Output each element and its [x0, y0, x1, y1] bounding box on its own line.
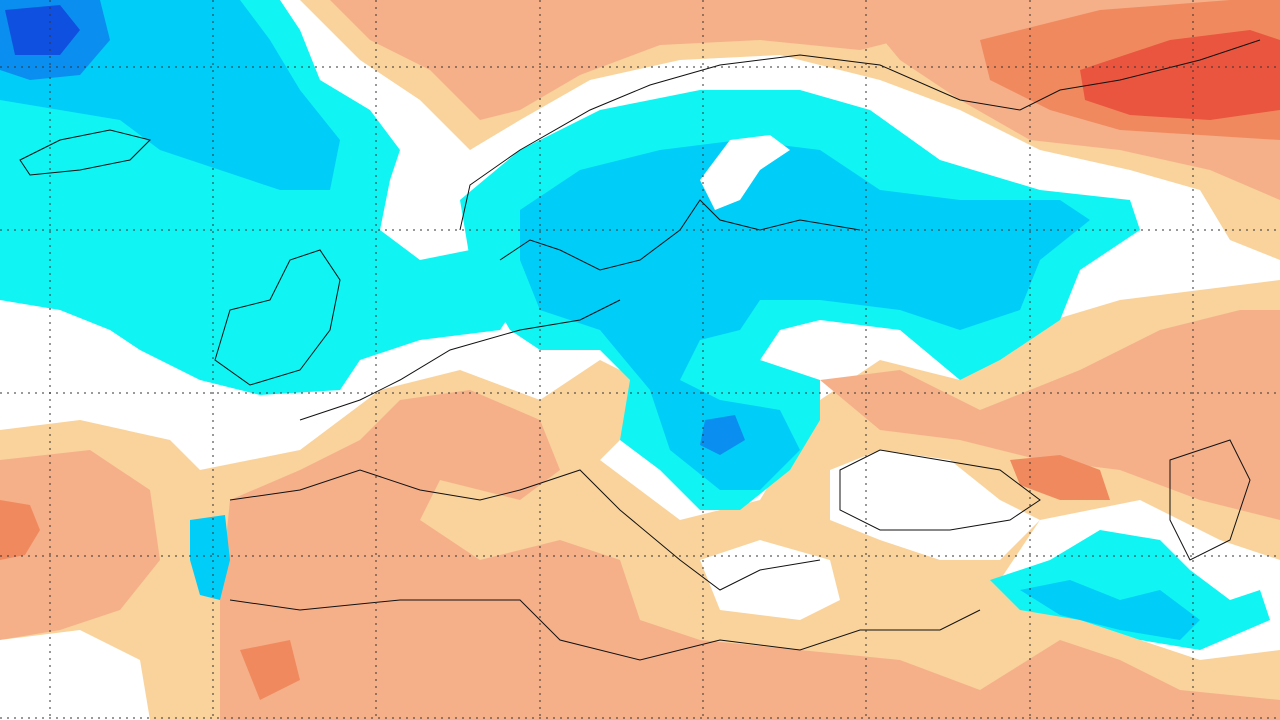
cold-patch-iberia [190, 515, 230, 600]
cold-region-north-atlantic-deepest [5, 5, 80, 55]
cold-patch-balkans [700, 415, 745, 455]
coastline [214, 249, 341, 386]
hot-region-south [240, 640, 300, 700]
neutral-patch [0, 630, 150, 720]
colder-region-europe [520, 140, 1090, 490]
hot-region-caucasus [1010, 455, 1110, 500]
neutral-patch [830, 450, 1040, 560]
very-hot-region-northeast [1080, 30, 1280, 120]
warm-region-north-mid [330, 0, 900, 120]
coastline [19, 129, 151, 176]
warm-region-south-mid [220, 390, 1280, 720]
coastline [1169, 439, 1251, 561]
warm-region-east [820, 310, 1280, 520]
neutral-patch-scandinavia [700, 135, 790, 210]
colder-patch-middle-east [1020, 580, 1200, 640]
coastline [299, 299, 621, 421]
warm-region-west [0, 450, 160, 640]
coastline [459, 39, 1261, 231]
neutral-patch [700, 540, 840, 620]
coastline [229, 599, 981, 661]
coastline [839, 449, 1041, 531]
hot-region-west [0, 500, 40, 560]
coastline [229, 469, 821, 591]
